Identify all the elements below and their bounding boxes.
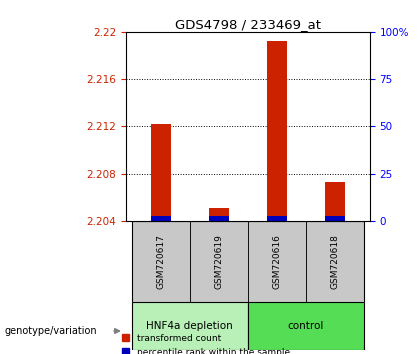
Bar — [248, 221, 306, 302]
Bar — [267, 216, 287, 221]
Bar — [151, 216, 171, 221]
Text: HNF4a depletion: HNF4a depletion — [147, 321, 233, 331]
Bar — [325, 182, 345, 221]
Bar — [132, 302, 248, 350]
Bar — [209, 208, 229, 221]
Bar — [190, 221, 248, 302]
Title: GDS4798 / 233469_at: GDS4798 / 233469_at — [175, 18, 321, 31]
Bar — [267, 41, 287, 221]
Bar — [151, 124, 171, 221]
Text: GSM720618: GSM720618 — [330, 234, 339, 289]
Legend: transformed count, percentile rank within the sample: transformed count, percentile rank withi… — [122, 334, 290, 354]
Text: GSM720617: GSM720617 — [156, 234, 165, 289]
Bar — [325, 216, 345, 221]
Text: control: control — [288, 321, 324, 331]
Text: GSM720616: GSM720616 — [272, 234, 281, 289]
Text: GSM720619: GSM720619 — [214, 234, 223, 289]
Text: genotype/variation: genotype/variation — [4, 326, 97, 336]
Bar — [248, 302, 364, 350]
Bar — [132, 221, 190, 302]
Bar — [306, 221, 364, 302]
Bar — [209, 216, 229, 221]
